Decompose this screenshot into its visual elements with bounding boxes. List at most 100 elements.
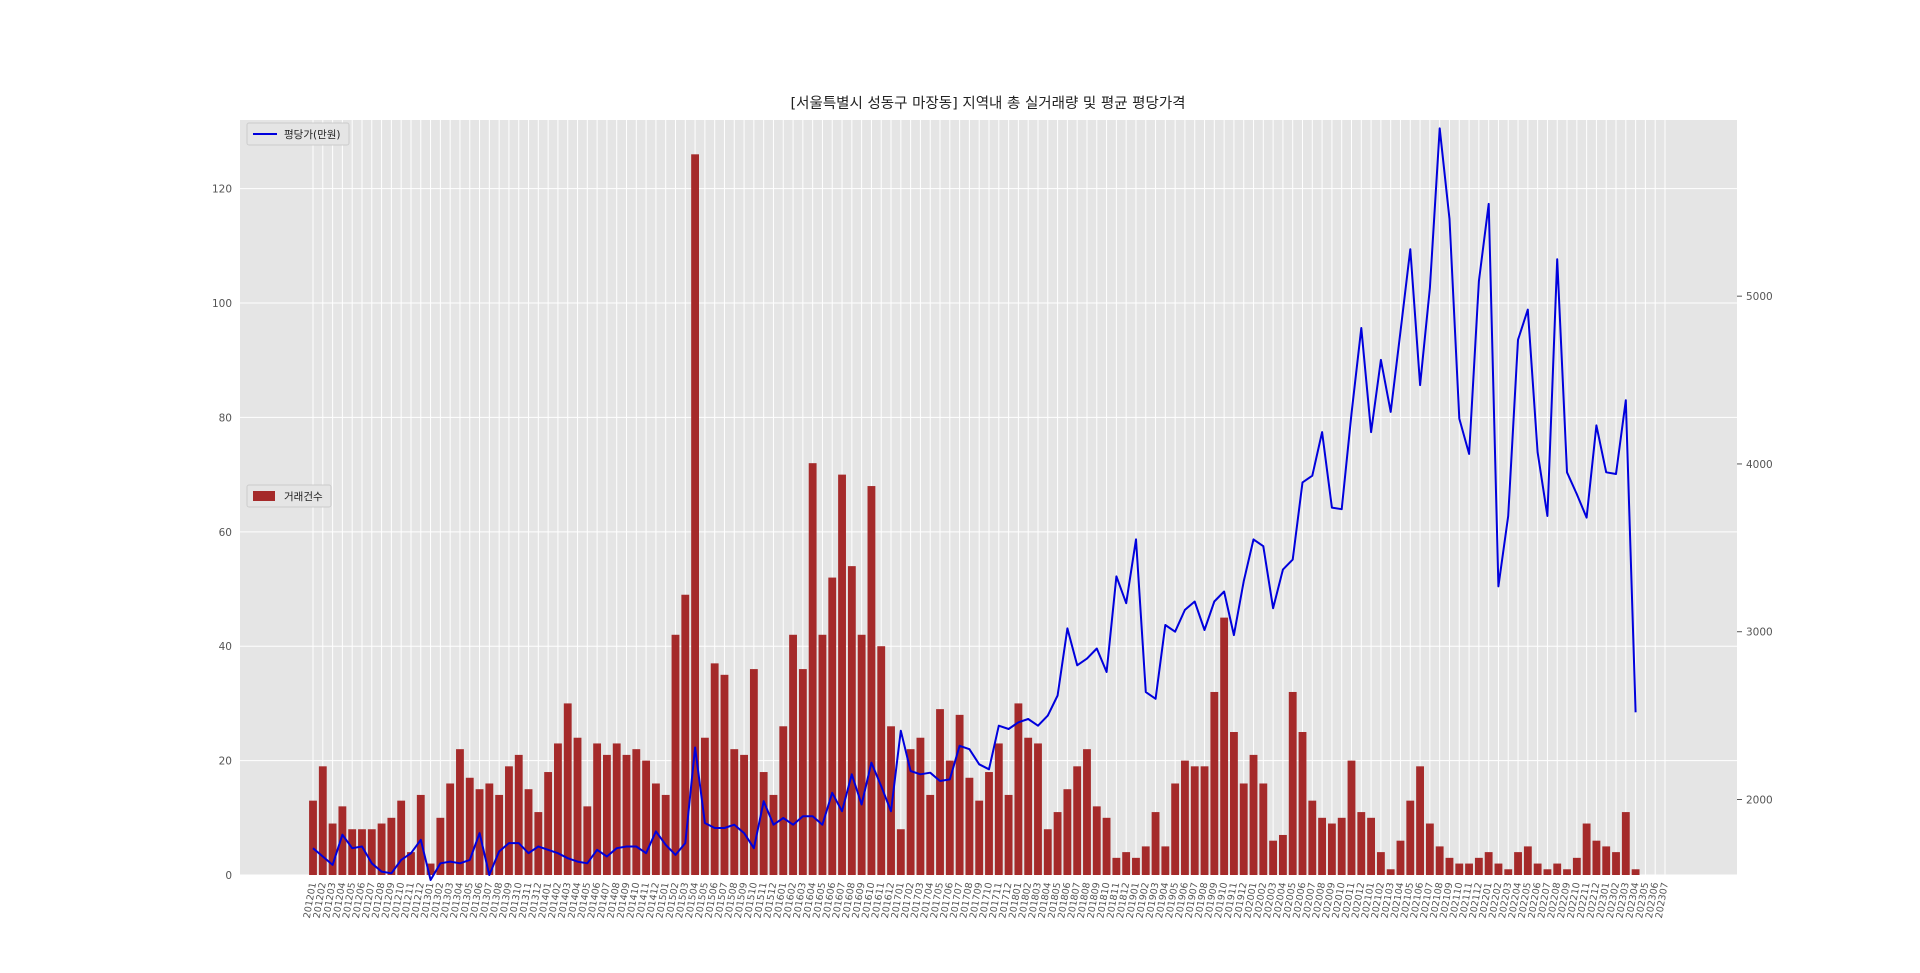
bar xyxy=(828,577,837,875)
bar xyxy=(1200,766,1209,875)
bar xyxy=(514,754,523,875)
bar xyxy=(789,634,797,875)
bar xyxy=(700,737,709,875)
bar xyxy=(1249,754,1258,875)
bar-layer xyxy=(309,154,1640,875)
bar xyxy=(838,474,846,875)
bar xyxy=(1376,852,1385,875)
bar xyxy=(740,754,748,875)
y-left-tick-label: 60 xyxy=(219,527,232,539)
bar xyxy=(1406,800,1415,875)
bar xyxy=(926,794,935,875)
bar xyxy=(710,663,719,875)
bar xyxy=(1347,760,1356,875)
bar xyxy=(985,772,993,875)
bar xyxy=(749,669,758,875)
bar xyxy=(1425,823,1434,875)
bar xyxy=(387,817,396,875)
bar xyxy=(1298,732,1307,875)
y-left-tick-label: 0 xyxy=(225,870,232,882)
bar xyxy=(1612,852,1620,875)
bar xyxy=(887,726,895,875)
bar xyxy=(495,794,504,875)
bar xyxy=(1181,760,1189,875)
bar xyxy=(1190,766,1199,875)
bar xyxy=(416,794,425,875)
bar xyxy=(397,800,406,875)
bar xyxy=(1553,863,1562,875)
bar xyxy=(896,829,905,875)
bar xyxy=(407,852,415,875)
bar xyxy=(818,634,827,875)
bar xyxy=(1043,829,1052,875)
y-right-tick-label: 5000 xyxy=(1746,291,1773,303)
bar xyxy=(505,766,513,875)
bar xyxy=(1445,857,1454,875)
bar xyxy=(1602,846,1611,875)
left-axis: 0 20 40 60 80 100 120 xyxy=(212,184,232,882)
bar xyxy=(426,863,435,875)
bar xyxy=(377,823,386,875)
bar xyxy=(1269,840,1278,875)
bar xyxy=(573,737,582,875)
x-axis: 2012012012022012032012042012052012062012… xyxy=(302,882,1671,920)
bar xyxy=(1494,863,1503,875)
bar xyxy=(563,703,572,875)
bar xyxy=(328,823,337,875)
bar xyxy=(936,709,944,875)
y-right-tick-label: 3000 xyxy=(1746,627,1773,639)
bar xyxy=(1337,817,1346,875)
bar xyxy=(1024,737,1033,875)
bar xyxy=(691,154,700,875)
bar xyxy=(1034,743,1042,875)
bar xyxy=(1465,863,1473,875)
y-left-tick-label: 20 xyxy=(219,756,232,768)
bar xyxy=(779,726,788,875)
bar xyxy=(1504,869,1513,875)
bar xyxy=(1014,703,1023,875)
bar-legend-swatch xyxy=(253,491,275,501)
bar xyxy=(1318,817,1327,875)
bar xyxy=(1357,812,1366,875)
bar xyxy=(1210,691,1219,875)
bar xyxy=(1563,869,1571,875)
bar xyxy=(1004,794,1013,875)
bar xyxy=(1631,869,1640,875)
bar xyxy=(1161,846,1170,875)
bar xyxy=(808,463,817,875)
line-legend-box xyxy=(246,122,350,146)
y-left-tick-label: 80 xyxy=(219,412,232,424)
bar xyxy=(1063,789,1072,875)
bar xyxy=(1141,846,1150,875)
bar xyxy=(681,594,690,875)
bar xyxy=(524,789,533,875)
bar xyxy=(1455,863,1464,875)
bar xyxy=(1327,823,1336,875)
bar xyxy=(975,800,984,875)
price-series-line xyxy=(312,127,1637,881)
bar xyxy=(367,829,376,875)
bar xyxy=(1621,812,1630,875)
bar xyxy=(671,634,680,875)
bar xyxy=(1435,846,1444,875)
bar xyxy=(1278,834,1287,875)
bar xyxy=(583,806,592,875)
bar xyxy=(602,754,611,875)
bar xyxy=(857,634,866,875)
bar xyxy=(1239,783,1248,875)
bar xyxy=(661,794,670,875)
bar xyxy=(1308,800,1317,875)
grid-layer xyxy=(240,120,1737,876)
bar xyxy=(955,714,964,875)
bar xyxy=(1543,869,1552,875)
bar xyxy=(1171,783,1180,875)
bar xyxy=(1122,852,1131,875)
bar xyxy=(622,754,631,875)
bar xyxy=(309,800,317,875)
bar xyxy=(632,749,641,875)
bar xyxy=(720,674,729,875)
bar xyxy=(730,749,739,875)
bar xyxy=(965,777,974,875)
bar xyxy=(769,794,778,875)
y-left-tick-label: 120 xyxy=(212,184,232,196)
